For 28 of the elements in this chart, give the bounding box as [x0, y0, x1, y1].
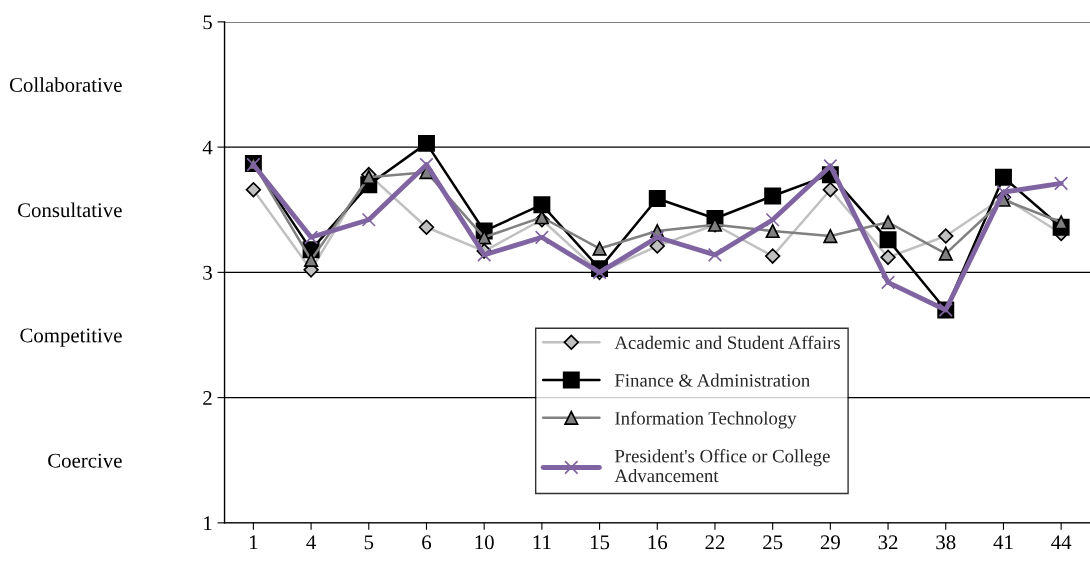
x-tick-label: 4: [306, 535, 316, 550]
x-tick-label: 29: [820, 535, 840, 550]
y-tick-label: 3: [203, 265, 212, 280]
x-tick-label: 15: [590, 535, 610, 550]
x-tick-label: 38: [936, 535, 956, 550]
legend-label: Finance & Administration: [614, 373, 810, 387]
y-tick-label: 4: [202, 140, 213, 155]
x-tick-label: 41: [993, 535, 1013, 550]
x-tick-label: 5: [364, 535, 374, 550]
x-tick-label: 16: [648, 535, 668, 550]
legend-label: Information Technology: [615, 411, 797, 429]
category-label: Coercive: [48, 453, 122, 468]
x-tick-label: 22: [705, 535, 725, 550]
legend-label: President's Office or College Advancement: [614, 449, 830, 483]
y-tick-label: 1: [204, 516, 212, 531]
legend-label: Academic and Student Affairs: [614, 335, 840, 350]
x-tick-label: 10: [475, 535, 494, 550]
y-tick-label: 2: [203, 391, 212, 405]
x-tick-label: 11: [533, 535, 551, 550]
x-tick-label: 32: [878, 535, 898, 550]
x-tick-label: 1: [250, 535, 258, 550]
x-tick-label: 6: [422, 535, 432, 550]
x-tick-label: 25: [763, 535, 783, 550]
category-label: Competitive: [20, 328, 122, 347]
category-label: Collaborative: [9, 77, 122, 92]
category-label: Consultative: [17, 202, 122, 218]
x-tick-label: 44: [1051, 535, 1072, 550]
y-tick-label: 5: [203, 15, 212, 30]
